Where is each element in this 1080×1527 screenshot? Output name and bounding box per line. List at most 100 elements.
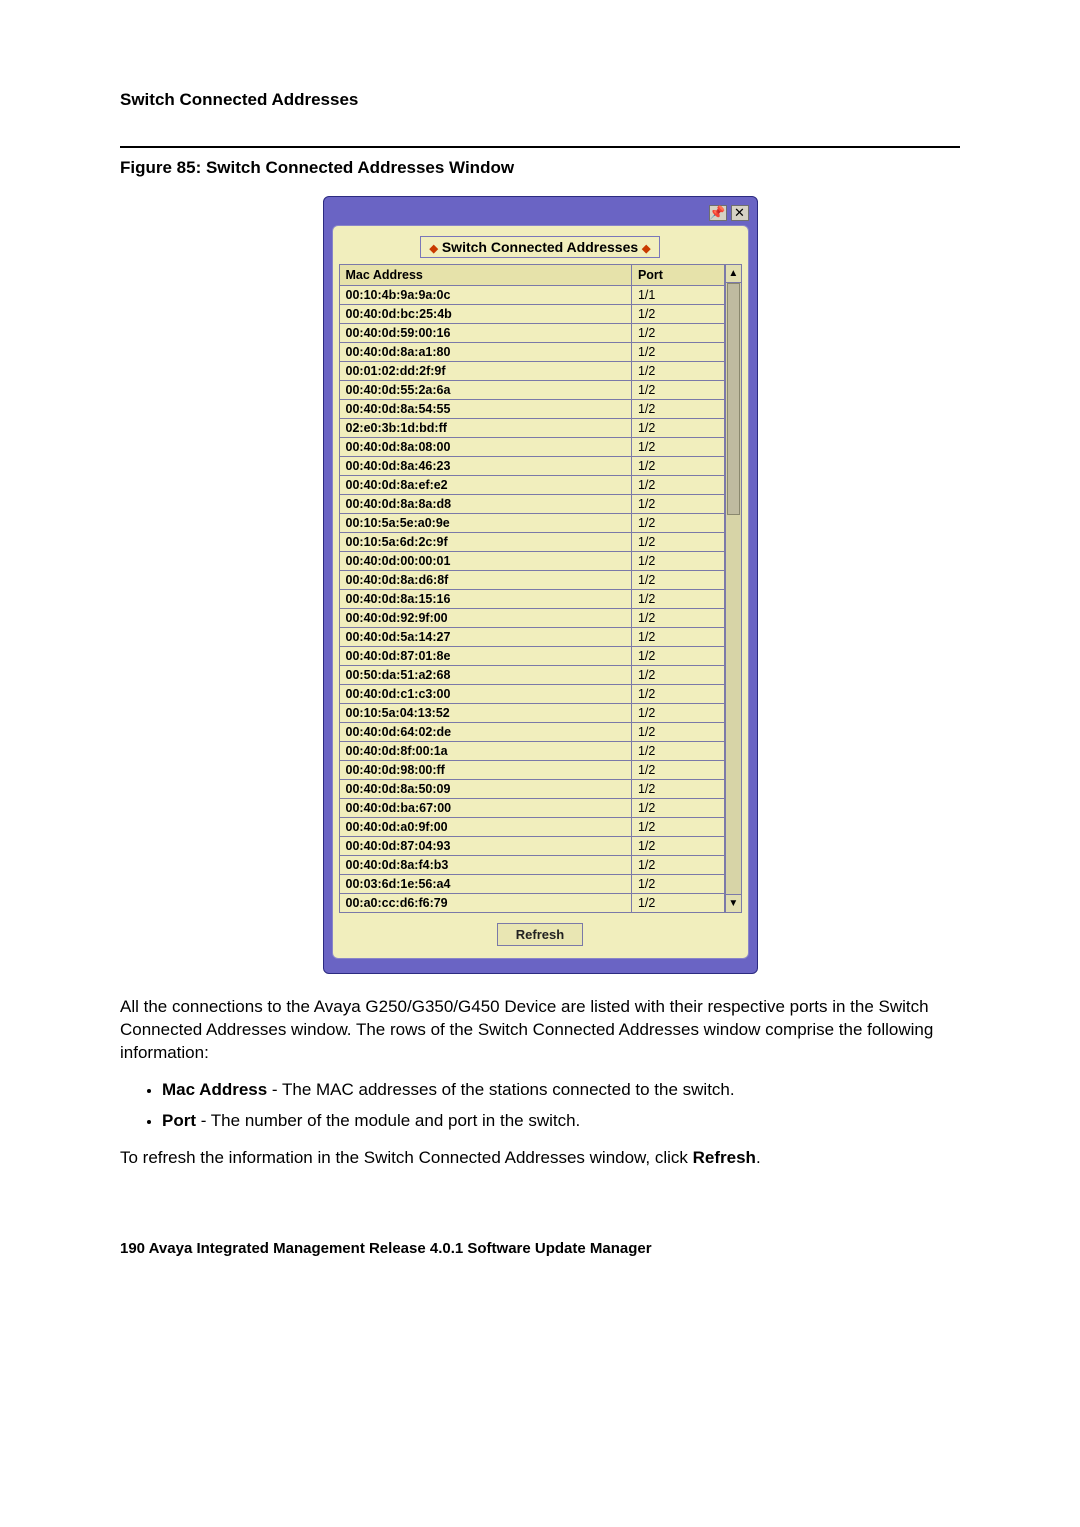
port-cell: 1/2 (631, 856, 724, 875)
table-row[interactable]: 00:03:6d:1e:56:a41/2 (339, 875, 725, 894)
section-title: Switch Connected Addresses (120, 90, 960, 110)
body-text: All the connections to the Avaya G250/G3… (120, 996, 960, 1170)
bullet-term: Mac Address (162, 1080, 267, 1099)
refresh-button[interactable]: Refresh (497, 923, 583, 946)
close-icon[interactable]: ✕ (731, 205, 749, 221)
table-row[interactable]: 00:40:0d:8a:54:551/2 (339, 400, 725, 419)
pin-icon[interactable]: 📌 (709, 205, 727, 221)
scroll-thumb[interactable] (727, 283, 739, 515)
mac-address-cell: 00:10:5a:04:13:52 (339, 704, 631, 723)
mac-address-cell: 00:40:0d:8a:50:09 (339, 780, 631, 799)
mac-address-cell: 00:40:0d:8a:46:23 (339, 457, 631, 476)
scroll-track[interactable] (726, 283, 740, 894)
mac-address-cell: 00:40:0d:8a:54:55 (339, 400, 631, 419)
scroll-up-arrow-icon[interactable]: ▲ (726, 265, 740, 283)
port-cell: 1/2 (631, 742, 724, 761)
port-cell: 1/2 (631, 875, 724, 894)
table-row[interactable]: 00:40:0d:98:00:ff1/2 (339, 761, 725, 780)
table-row[interactable]: 00:40:0d:8a:f4:b31/2 (339, 856, 725, 875)
port-cell: 1/2 (631, 609, 724, 628)
port-cell: 1/2 (631, 381, 724, 400)
horizontal-rule (120, 146, 960, 148)
table-row[interactable]: 00:40:0d:55:2a:6a1/2 (339, 381, 725, 400)
mac-address-cell: 00:40:0d:00:00:01 (339, 552, 631, 571)
port-cell: 1/2 (631, 837, 724, 856)
list-item: Port - The number of the module and port… (162, 1110, 960, 1133)
port-cell: 1/2 (631, 362, 724, 381)
mac-address-cell: 00:50:da:51:a2:68 (339, 666, 631, 685)
table-row[interactable]: 00:40:0d:8a:d6:8f1/2 (339, 571, 725, 590)
table-row[interactable]: 00:40:0d:87:01:8e1/2 (339, 647, 725, 666)
port-cell: 1/2 (631, 571, 724, 590)
table-row[interactable]: 00:40:0d:5a:14:271/2 (339, 628, 725, 647)
text-fragment: . (756, 1148, 761, 1167)
column-header-port[interactable]: Port (631, 265, 724, 286)
mac-address-cell: 00:40:0d:8f:00:1a (339, 742, 631, 761)
table-row[interactable]: 00:40:0d:ba:67:001/2 (339, 799, 725, 818)
application-window: 📌 ✕ ◆ Switch Connected Addresses ◆ Ma (323, 196, 758, 974)
mac-address-cell: 00:40:0d:8a:f4:b3 (339, 856, 631, 875)
mac-address-cell: 00:10:5a:5e:a0:9e (339, 514, 631, 533)
table-row[interactable]: 00:10:4b:9a:9a:0c1/1 (339, 286, 725, 305)
port-cell: 1/2 (631, 818, 724, 837)
table-row[interactable]: 00:40:0d:8a:46:231/2 (339, 457, 725, 476)
table-row[interactable]: 00:40:0d:00:00:011/2 (339, 552, 725, 571)
table-row[interactable]: 00:01:02:dd:2f:9f1/2 (339, 362, 725, 381)
mac-address-cell: 00:40:0d:87:04:93 (339, 837, 631, 856)
table-row[interactable]: 00:10:5a:04:13:521/2 (339, 704, 725, 723)
port-cell: 1/2 (631, 723, 724, 742)
table-row[interactable]: 00:40:0d:c1:c3:001/2 (339, 685, 725, 704)
table-row[interactable]: 00:40:0d:a0:9f:001/2 (339, 818, 725, 837)
port-cell: 1/2 (631, 533, 724, 552)
mac-address-cell: 00:10:4b:9a:9a:0c (339, 286, 631, 305)
table-row[interactable]: 00:40:0d:59:00:161/2 (339, 324, 725, 343)
scroll-down-arrow-icon[interactable]: ▼ (726, 894, 740, 912)
mac-address-cell: 00:40:0d:55:2a:6a (339, 381, 631, 400)
port-cell: 1/2 (631, 704, 724, 723)
mac-address-cell: 00:03:6d:1e:56:a4 (339, 875, 631, 894)
port-cell: 1/2 (631, 400, 724, 419)
mac-address-cell: 00:40:0d:8a:a1:80 (339, 343, 631, 362)
table-row[interactable]: 00:40:0d:8a:8a:d81/2 (339, 495, 725, 514)
port-cell: 1/2 (631, 305, 724, 324)
mac-address-cell: 00:a0:cc:d6:f6:79 (339, 894, 631, 913)
table-row[interactable]: 00:10:5a:5e:a0:9e1/2 (339, 514, 725, 533)
bullet-list: Mac Address - The MAC addresses of the s… (120, 1079, 960, 1133)
mac-address-cell: 00:01:02:dd:2f:9f (339, 362, 631, 381)
bullet-desc: - The MAC addresses of the stations conn… (267, 1080, 734, 1099)
port-cell: 1/2 (631, 514, 724, 533)
mac-address-cell: 00:40:0d:8a:ef:e2 (339, 476, 631, 495)
table-row[interactable]: 00:50:da:51:a2:681/2 (339, 666, 725, 685)
table-row[interactable]: 00:40:0d:92:9f:001/2 (339, 609, 725, 628)
port-cell: 1/2 (631, 419, 724, 438)
port-cell: 1/2 (631, 457, 724, 476)
mac-address-cell: 00:40:0d:a0:9f:00 (339, 818, 631, 837)
paragraph-intro: All the connections to the Avaya G250/G3… (120, 996, 960, 1065)
table-row[interactable]: 00:40:0d:8f:00:1a1/2 (339, 742, 725, 761)
table-row[interactable]: 00:40:0d:8a:50:091/2 (339, 780, 725, 799)
table-row[interactable]: 00:40:0d:64:02:de1/2 (339, 723, 725, 742)
column-header-mac[interactable]: Mac Address (339, 265, 631, 286)
vertical-scrollbar[interactable]: ▲ ▼ (725, 264, 741, 913)
table-row[interactable]: 00:a0:cc:d6:f6:791/2 (339, 894, 725, 913)
titlebar: 📌 ✕ (332, 205, 749, 221)
table-row[interactable]: 00:40:0d:8a:ef:e21/2 (339, 476, 725, 495)
table-row[interactable]: 00:40:0d:87:04:931/2 (339, 837, 725, 856)
mac-address-cell: 00:40:0d:8a:8a:d8 (339, 495, 631, 514)
port-cell: 1/2 (631, 685, 724, 704)
list-item: Mac Address - The MAC addresses of the s… (162, 1079, 960, 1102)
port-cell: 1/2 (631, 343, 724, 362)
mac-address-cell: 00:40:0d:8a:08:00 (339, 438, 631, 457)
table-row[interactable]: 00:40:0d:8a:15:161/2 (339, 590, 725, 609)
table-row[interactable]: 02:e0:3b:1d:bd:ff1/2 (339, 419, 725, 438)
panel-title-text: Switch Connected Addresses (442, 239, 638, 255)
mac-address-cell: 00:40:0d:c1:c3:00 (339, 685, 631, 704)
table-row[interactable]: 00:40:0d:8a:08:001/2 (339, 438, 725, 457)
table-row[interactable]: 00:40:0d:bc:25:4b1/2 (339, 305, 725, 324)
mac-address-cell: 00:40:0d:59:00:16 (339, 324, 631, 343)
port-cell: 1/2 (631, 476, 724, 495)
table-row[interactable]: 00:40:0d:8a:a1:801/2 (339, 343, 725, 362)
table-row[interactable]: 00:10:5a:6d:2c:9f1/2 (339, 533, 725, 552)
port-cell: 1/2 (631, 438, 724, 457)
table-header-row: Mac Address Port (339, 265, 725, 286)
